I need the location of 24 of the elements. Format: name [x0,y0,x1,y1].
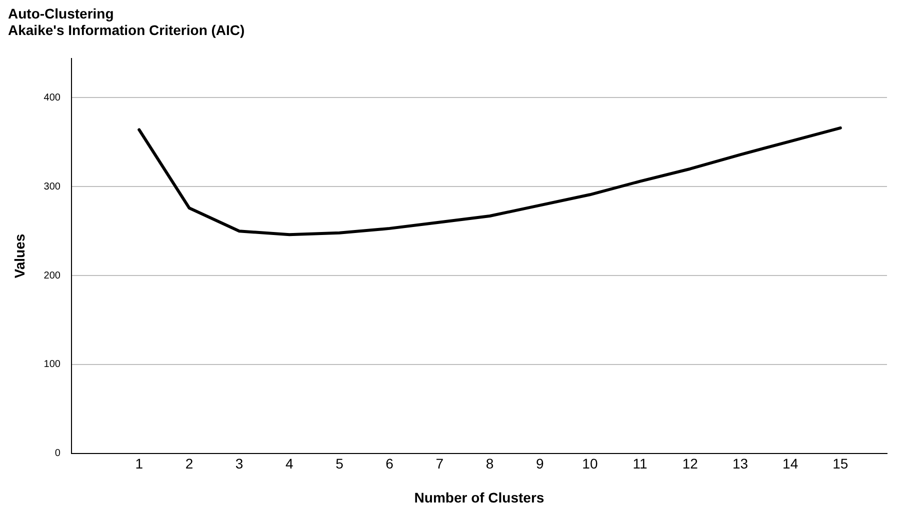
x-tick-label: 10 [582,456,598,472]
x-tick-label: 9 [536,456,544,472]
x-axis-title: Number of Clusters [414,489,544,506]
chart-title: Auto-Clustering [8,5,114,22]
x-tick-label: 11 [632,456,648,472]
y-tick-label: 200 [44,270,61,282]
x-tick-label: 15 [832,456,848,472]
y-tick-label: 400 [44,92,61,104]
x-tick-label: 12 [682,456,698,472]
x-tick-label: 2 [185,456,194,472]
y-axis-title: Values [11,234,28,278]
y-tick-label: 300 [44,181,61,192]
chart-subtitle: Akaike's Information Criterion (AIC) [8,22,245,38]
x-tick-label: 3 [235,456,244,472]
x-tick-label: 5 [336,456,344,472]
x-tick-label: 13 [732,456,748,472]
x-tick-label: 1 [135,456,144,472]
y-tick-label: 100 [44,359,61,370]
y-tick-label: 0 [54,448,61,460]
x-tick-label: 6 [386,456,394,472]
x-tick-label: 7 [436,456,444,472]
x-tick-label: 14 [782,456,798,472]
x-tick-label: 4 [285,456,294,472]
x-tick-label: 8 [486,456,494,472]
